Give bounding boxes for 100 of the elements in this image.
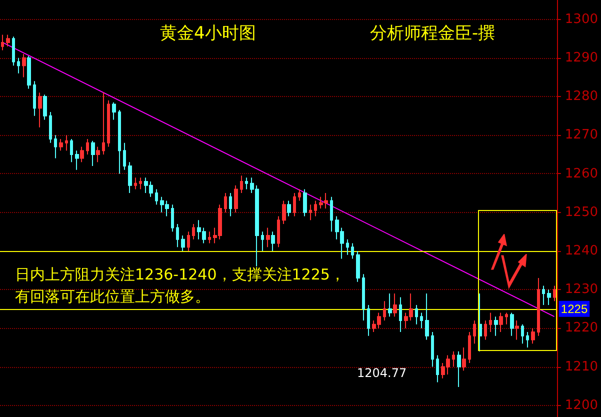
candlestick [553, 285, 556, 302]
annotation: 有回落可在此位置上方做多。 [15, 288, 210, 306]
candlestick [6, 34, 10, 47]
candlestick [505, 312, 508, 325]
candlestick [383, 300, 386, 321]
candlestick [65, 134, 68, 152]
candlestick [17, 57, 20, 74]
candlestick [478, 292, 482, 352]
candlestick [367, 304, 370, 336]
candlestick [510, 312, 514, 336]
candlestick [187, 231, 190, 252]
candlestick [102, 92, 105, 155]
candlestick [356, 250, 360, 282]
candlestick [484, 320, 487, 340]
candlestick [181, 235, 185, 252]
candlestick [80, 146, 84, 163]
candlestick [96, 146, 100, 163]
y-tick-label: 1270 [564, 128, 598, 143]
candlestick [393, 292, 397, 318]
candlestick [54, 134, 57, 159]
candlestick [420, 312, 423, 329]
candlestick [192, 223, 195, 240]
candlestick [298, 188, 301, 202]
candlestick [38, 92, 42, 128]
candlestick [134, 177, 137, 190]
candlestick [303, 188, 307, 217]
candlestick [33, 80, 36, 116]
candlestick [531, 328, 535, 344]
annotation: 日内上方阻力关注1236-1240，支撑关注1225， [15, 266, 345, 284]
candlestick [542, 285, 545, 306]
candlestick [462, 347, 466, 372]
y-tick-label: 1300 [564, 12, 598, 27]
ref-line-label: 1225 [560, 302, 588, 316]
candlestick [155, 188, 158, 206]
candlestick [309, 204, 312, 221]
candlestick [49, 111, 52, 144]
candlestick [388, 292, 392, 318]
text: 分析师程金臣-撰 [370, 24, 496, 44]
candlestick [22, 54, 26, 78]
candlestick [128, 162, 132, 194]
candlestick [351, 242, 354, 260]
candlestick [70, 138, 73, 163]
candlestick [229, 192, 232, 217]
candlestick [277, 216, 280, 248]
candlestick [282, 200, 286, 224]
candlestick [515, 320, 519, 340]
candlestick [314, 200, 317, 217]
candlestick [431, 332, 434, 368]
candlestick [266, 227, 270, 248]
candlestick [521, 324, 524, 344]
y-tick-label: 1200 [564, 398, 598, 413]
candlestick [43, 94, 47, 120]
candlestick [473, 320, 476, 344]
candlestick [1, 34, 4, 51]
candlestick [346, 238, 349, 256]
candlestick [547, 289, 551, 306]
annotation: 1204.77 [357, 366, 407, 380]
candlestick [526, 332, 529, 348]
candlestick [139, 177, 142, 190]
candlestick [234, 184, 238, 213]
y-tick-label: 1240 [564, 243, 598, 258]
candlestick [112, 102, 116, 120]
candlestick [261, 231, 264, 252]
candlestick [362, 274, 365, 321]
candlestick [499, 312, 503, 333]
candlestick [12, 36, 15, 66]
candlestick [59, 138, 63, 152]
y-tick-label: 1220 [564, 320, 598, 336]
y-tick-label: 1290 [564, 50, 598, 66]
candlestick [425, 292, 429, 340]
candlestick [287, 200, 291, 217]
candlestick [537, 278, 540, 336]
candlestick [86, 138, 89, 155]
candlestick [494, 316, 498, 336]
candlestick [91, 140, 95, 167]
candlestick [293, 192, 296, 217]
candlestick [176, 223, 179, 248]
y-tick-label: 1280 [564, 89, 598, 104]
candlestick [208, 231, 211, 244]
candlestick [457, 350, 461, 388]
y-tick-label: 1210 [564, 359, 598, 374]
y-tick-label: 1230 [564, 282, 598, 298]
candlestick [171, 204, 174, 232]
y-tick-label: 1250 [564, 204, 598, 220]
candlestick [468, 332, 471, 364]
y-tick-label: 1260 [564, 166, 598, 182]
candlestick [75, 150, 79, 170]
candlestick [399, 296, 402, 333]
candlestick [107, 100, 110, 148]
candlestick [452, 350, 455, 368]
candlestick [27, 55, 31, 90]
candlestick [123, 142, 126, 170]
candlestick [271, 231, 275, 252]
candlestick [489, 312, 492, 333]
candlestick [436, 354, 439, 383]
candlestick [240, 175, 243, 194]
candlestick [224, 192, 227, 213]
candlestick [330, 196, 333, 232]
text: 黄金4小时图 [160, 24, 256, 44]
candlestick [118, 110, 121, 174]
